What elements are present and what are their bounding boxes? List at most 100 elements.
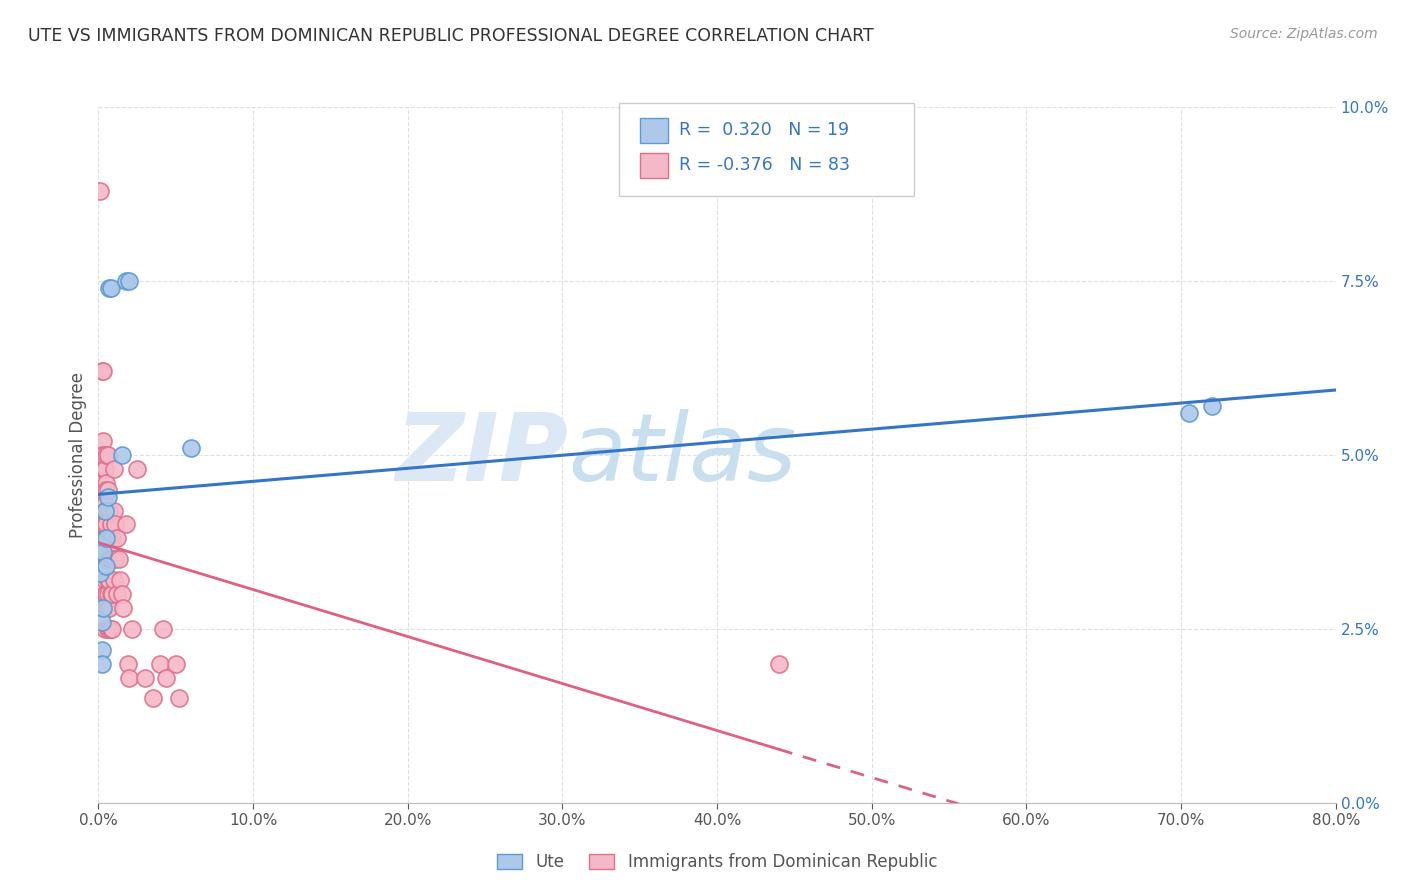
Point	[103, 462, 125, 476]
Text: R =  0.320   N = 19: R = 0.320 N = 19	[679, 121, 849, 139]
Point	[97, 552, 120, 566]
Point	[96, 532, 118, 546]
Point	[103, 503, 125, 517]
Point	[103, 573, 125, 587]
Point	[89, 566, 111, 581]
Point	[100, 587, 122, 601]
Point	[93, 503, 115, 517]
Point	[93, 587, 115, 601]
Point	[90, 448, 112, 462]
Point	[115, 517, 138, 532]
Point	[90, 532, 112, 546]
Text: atlas: atlas	[568, 409, 797, 500]
Point	[91, 545, 114, 559]
Point	[149, 657, 172, 671]
Point	[101, 552, 124, 566]
Point	[180, 441, 202, 455]
Point	[152, 622, 174, 636]
Point	[98, 573, 121, 587]
Point	[97, 601, 120, 615]
Point	[93, 573, 115, 587]
Point	[100, 622, 122, 636]
Point	[96, 532, 118, 546]
Point	[127, 462, 149, 476]
Point	[89, 448, 111, 462]
Point	[90, 615, 112, 629]
Text: R = -0.376   N = 83: R = -0.376 N = 83	[679, 156, 851, 174]
Point	[768, 657, 790, 671]
Point	[91, 503, 114, 517]
Legend: Ute, Immigrants from Dominican Republic: Ute, Immigrants from Dominican Republic	[491, 847, 943, 878]
Point	[96, 559, 118, 574]
Point	[96, 483, 118, 497]
Point	[105, 587, 128, 601]
Point	[96, 587, 118, 601]
Point	[97, 587, 120, 601]
Point	[117, 657, 139, 671]
Point	[91, 601, 114, 615]
Point	[97, 448, 120, 462]
Point	[96, 552, 118, 566]
Point	[96, 517, 118, 532]
Point	[91, 517, 114, 532]
Point	[93, 503, 115, 517]
Point	[108, 573, 131, 587]
Point	[101, 622, 124, 636]
Point	[91, 462, 114, 476]
Point	[96, 475, 118, 490]
Point	[90, 657, 112, 671]
Point	[105, 532, 128, 546]
Point	[101, 587, 124, 601]
Point	[96, 503, 118, 517]
Point	[1178, 406, 1201, 420]
Point	[98, 532, 121, 546]
Point	[104, 552, 127, 566]
Point	[90, 642, 112, 657]
Point	[91, 552, 114, 566]
Point	[93, 517, 115, 532]
Point	[142, 691, 165, 706]
Point	[96, 601, 118, 615]
Point	[100, 281, 122, 295]
Point	[97, 532, 120, 546]
Point	[93, 532, 115, 546]
Y-axis label: Professional Degree: Professional Degree	[69, 372, 87, 538]
Point	[1201, 399, 1223, 413]
Point	[98, 622, 121, 636]
Point	[155, 671, 177, 685]
Point	[98, 545, 121, 559]
Point	[96, 448, 118, 462]
Point	[118, 671, 141, 685]
Point	[167, 691, 190, 706]
Point	[97, 483, 120, 497]
Point	[90, 503, 112, 517]
Point	[97, 490, 120, 504]
Point	[134, 671, 156, 685]
Point	[91, 532, 114, 546]
Point	[98, 503, 121, 517]
Point	[93, 622, 115, 636]
Point	[91, 434, 114, 448]
Point	[100, 517, 122, 532]
Point	[97, 503, 120, 517]
Point	[111, 587, 134, 601]
Point	[91, 483, 114, 497]
Point	[91, 364, 114, 378]
Point	[104, 517, 127, 532]
Point	[98, 601, 121, 615]
Point	[118, 274, 141, 288]
Point	[111, 448, 134, 462]
Point	[91, 532, 114, 546]
Point	[121, 622, 143, 636]
Point	[89, 538, 111, 552]
Point	[93, 601, 115, 615]
Point	[100, 552, 122, 566]
Point	[93, 497, 115, 511]
Point	[107, 552, 129, 566]
Point	[93, 532, 115, 546]
Point	[91, 448, 114, 462]
Text: UTE VS IMMIGRANTS FROM DOMINICAN REPUBLIC PROFESSIONAL DEGREE CORRELATION CHART: UTE VS IMMIGRANTS FROM DOMINICAN REPUBLI…	[28, 27, 875, 45]
Text: Source: ZipAtlas.com: Source: ZipAtlas.com	[1230, 27, 1378, 41]
Text: ZIP: ZIP	[395, 409, 568, 501]
Point	[90, 364, 112, 378]
